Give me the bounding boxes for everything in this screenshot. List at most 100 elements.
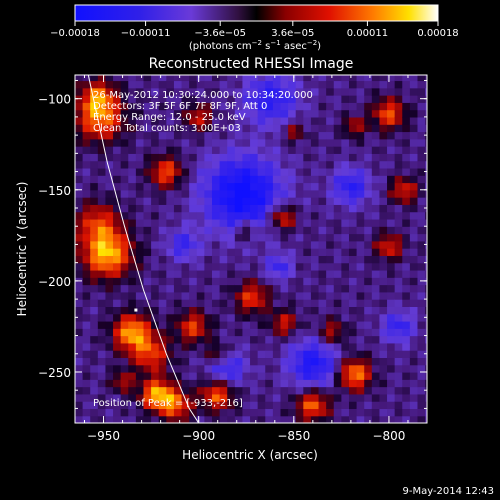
heatmap-pixel — [196, 320, 205, 329]
heatmap-pixel — [371, 189, 381, 198]
heatmap-pixel — [219, 233, 228, 242]
heatmap-pixel — [348, 189, 358, 198]
heatmap-pixel — [379, 218, 388, 227]
heatmap-pixel — [242, 415, 251, 423]
heatmap-pixel — [333, 269, 342, 278]
heatmap-pixel — [387, 109, 396, 118]
heatmap-pixel — [295, 131, 304, 140]
heatmap-pixel — [280, 277, 289, 286]
heatmap-pixel — [348, 393, 358, 402]
heatmap-pixel — [135, 116, 145, 125]
heatmap-pixel — [326, 189, 335, 198]
heatmap-pixel — [227, 95, 236, 103]
heatmap-pixel — [425, 218, 427, 227]
heatmap-pixel — [333, 255, 342, 264]
heatmap-pixel — [189, 175, 198, 184]
heatmap-pixel — [105, 211, 114, 220]
heatmap-pixel — [295, 197, 304, 205]
heatmap-pixel — [242, 379, 251, 388]
heatmap-pixel — [303, 342, 312, 351]
heatmap-pixel — [151, 284, 160, 293]
heatmap-pixel — [402, 364, 411, 373]
heatmap-pixel — [310, 87, 320, 96]
heatmap-pixel — [234, 75, 244, 82]
heatmap-pixel — [113, 80, 122, 89]
heatmap-pixel — [151, 357, 160, 366]
heatmap-pixel — [348, 75, 358, 82]
heatmap-pixel — [196, 153, 205, 162]
heatmap-pixel — [310, 306, 320, 315]
heatmap-pixel — [394, 197, 403, 205]
heatmap-pixel — [371, 408, 381, 417]
heatmap-pixel — [257, 328, 266, 337]
heatmap-pixel — [82, 182, 91, 191]
heatmap-image — [75, 75, 427, 423]
heatmap-pixel — [272, 116, 282, 125]
heatmap-pixel — [303, 240, 312, 249]
heatmap-pixel — [135, 197, 145, 205]
heatmap-pixel — [295, 102, 304, 111]
heatmap-pixel — [242, 401, 251, 410]
heatmap-pixel — [387, 291, 396, 300]
heatmap-pixel — [364, 408, 373, 417]
heatmap-pixel — [364, 189, 373, 198]
heatmap-pixel — [173, 401, 183, 410]
heatmap-pixel — [288, 116, 297, 125]
heatmap-pixel — [333, 87, 342, 96]
heatmap-pixel — [409, 262, 419, 271]
heatmap-pixel — [82, 284, 91, 293]
heatmap-pixel — [394, 167, 403, 176]
heatmap-pixel — [105, 393, 114, 402]
heatmap-pixel — [219, 167, 228, 176]
heatmap-pixel — [219, 95, 228, 103]
heatmap-pixel — [211, 379, 221, 388]
heatmap-pixel — [90, 335, 99, 344]
heatmap-pixel — [379, 393, 388, 402]
heatmap-pixel — [90, 262, 99, 271]
heatmap-pixel — [371, 226, 381, 235]
heatmap-pixel — [326, 160, 335, 169]
heatmap-pixel — [387, 401, 396, 410]
heatmap-pixel — [242, 350, 251, 359]
heatmap-pixel — [250, 167, 259, 176]
heatmap-pixel — [219, 116, 228, 125]
heatmap-pixel — [341, 131, 350, 140]
heatmap-pixel — [166, 306, 175, 315]
heatmap-pixel — [371, 313, 381, 322]
heatmap-pixel — [402, 189, 411, 198]
heatmap-pixel — [181, 379, 190, 388]
heatmap-pixel — [364, 401, 373, 410]
heatmap-pixel — [341, 371, 350, 380]
heatmap-pixel — [211, 160, 221, 169]
heatmap-pixel — [166, 284, 175, 293]
heatmap-pixel — [128, 124, 137, 133]
heatmap-pixel — [402, 167, 411, 176]
heatmap-pixel — [120, 269, 129, 278]
heatmap-pixel — [425, 284, 427, 293]
heatmap-pixel — [158, 262, 167, 271]
heatmap-pixel — [371, 124, 381, 133]
heatmap-pixel — [364, 75, 373, 82]
heatmap-pixel — [280, 204, 289, 213]
heatmap-pixel — [280, 233, 289, 242]
heatmap-pixel — [295, 291, 304, 300]
heatmap-pixel — [280, 291, 289, 300]
heatmap-pixel — [97, 364, 107, 373]
heatmap-pixel — [333, 160, 342, 169]
heatmap-pixel — [295, 401, 304, 410]
heatmap-pixel — [257, 218, 266, 227]
heatmap-pixel — [417, 262, 426, 271]
heatmap-pixel — [333, 401, 342, 410]
heatmap-pixel — [303, 248, 312, 256]
heatmap-pixel — [379, 371, 388, 380]
heatmap-pixel — [394, 306, 403, 315]
heatmap-pixel — [310, 386, 320, 395]
heatmap-pixel — [409, 211, 419, 220]
heatmap-pixel — [265, 131, 274, 140]
heatmap-pixel — [105, 255, 114, 264]
heatmap-pixel — [333, 284, 342, 293]
heatmap-pixel — [189, 277, 198, 286]
heatmap-pixel — [120, 306, 129, 315]
heatmap-pixel — [348, 211, 358, 220]
heatmap-pixel — [272, 269, 282, 278]
